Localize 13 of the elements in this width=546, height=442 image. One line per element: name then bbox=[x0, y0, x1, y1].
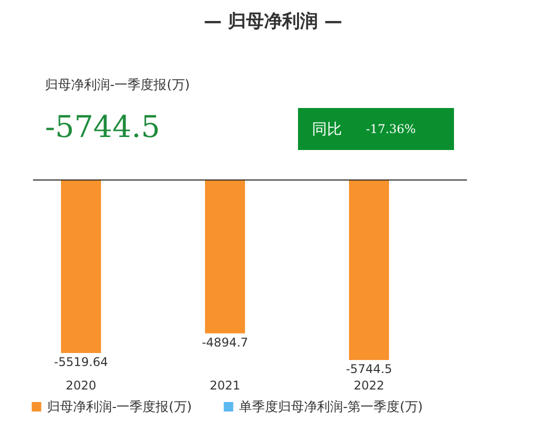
text: -17.36% bbox=[366, 122, 416, 136]
x-tick-label: 2020 bbox=[66, 378, 96, 392]
chart-subtitle: 归母净利润-一季度报(万) bbox=[45, 77, 190, 93]
legend-label: 归母净利润-一季度报(万) bbox=[47, 398, 192, 415]
data-label: -4894.7 bbox=[202, 335, 248, 350]
text: -5744.5 bbox=[45, 110, 160, 145]
data-label: -5744.5 bbox=[346, 362, 392, 376]
legend-label: 单季度归母净利润-第一季度(万) bbox=[239, 398, 423, 415]
chart-title: — 归母净利润 — bbox=[204, 11, 342, 32]
x-tick-label: 2021 bbox=[210, 378, 240, 392]
text: 同比 bbox=[312, 120, 342, 138]
data-label: -5519.64 bbox=[54, 354, 108, 369]
x-tick-label: 2022 bbox=[354, 378, 384, 392]
